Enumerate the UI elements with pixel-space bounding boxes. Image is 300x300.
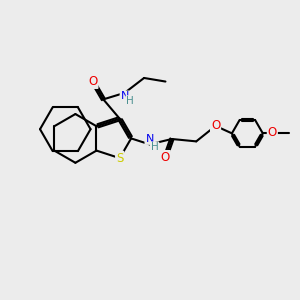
Text: N: N (146, 134, 154, 144)
Text: N: N (121, 92, 129, 101)
Text: H: H (151, 142, 158, 152)
Text: S: S (116, 152, 123, 165)
Text: O: O (88, 75, 98, 88)
Text: H: H (126, 96, 134, 106)
Text: O: O (161, 151, 170, 164)
Text: O: O (268, 126, 277, 139)
Text: O: O (211, 118, 220, 131)
